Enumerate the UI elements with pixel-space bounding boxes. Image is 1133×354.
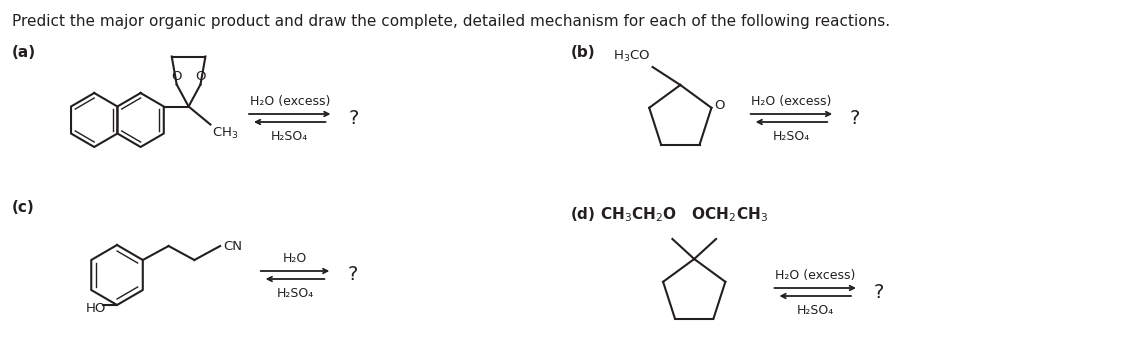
Text: H₂SO₄: H₂SO₄ — [271, 130, 308, 143]
Text: H₂SO₄: H₂SO₄ — [276, 287, 314, 300]
Text: (a): (a) — [12, 45, 36, 60]
Text: H₂O (excess): H₂O (excess) — [751, 95, 832, 108]
Text: HO: HO — [85, 302, 105, 314]
Text: (b): (b) — [570, 45, 595, 60]
Text: H₂SO₄: H₂SO₄ — [773, 130, 810, 143]
Text: CN: CN — [223, 240, 242, 252]
Text: (d) CH$_3$CH$_2$O   OCH$_2$CH$_3$: (d) CH$_3$CH$_2$O OCH$_2$CH$_3$ — [570, 205, 768, 224]
Text: Predict the major organic product and draw the complete, detailed mechanism for : Predict the major organic product and dr… — [12, 14, 891, 29]
Text: H₂O: H₂O — [283, 252, 307, 265]
Text: H₂O (excess): H₂O (excess) — [249, 95, 330, 108]
Text: (c): (c) — [12, 200, 35, 215]
Text: O: O — [171, 69, 182, 82]
Text: H₂O (excess): H₂O (excess) — [775, 269, 855, 282]
Text: ?: ? — [874, 282, 884, 302]
Text: ?: ? — [347, 266, 358, 285]
Text: O: O — [715, 99, 725, 112]
Text: ?: ? — [850, 108, 860, 127]
Text: CH$_3$: CH$_3$ — [212, 126, 239, 141]
Text: O: O — [195, 69, 206, 82]
Text: ?: ? — [348, 108, 359, 127]
Text: H$_3$CO: H$_3$CO — [613, 49, 650, 64]
Text: H₂SO₄: H₂SO₄ — [796, 304, 834, 317]
